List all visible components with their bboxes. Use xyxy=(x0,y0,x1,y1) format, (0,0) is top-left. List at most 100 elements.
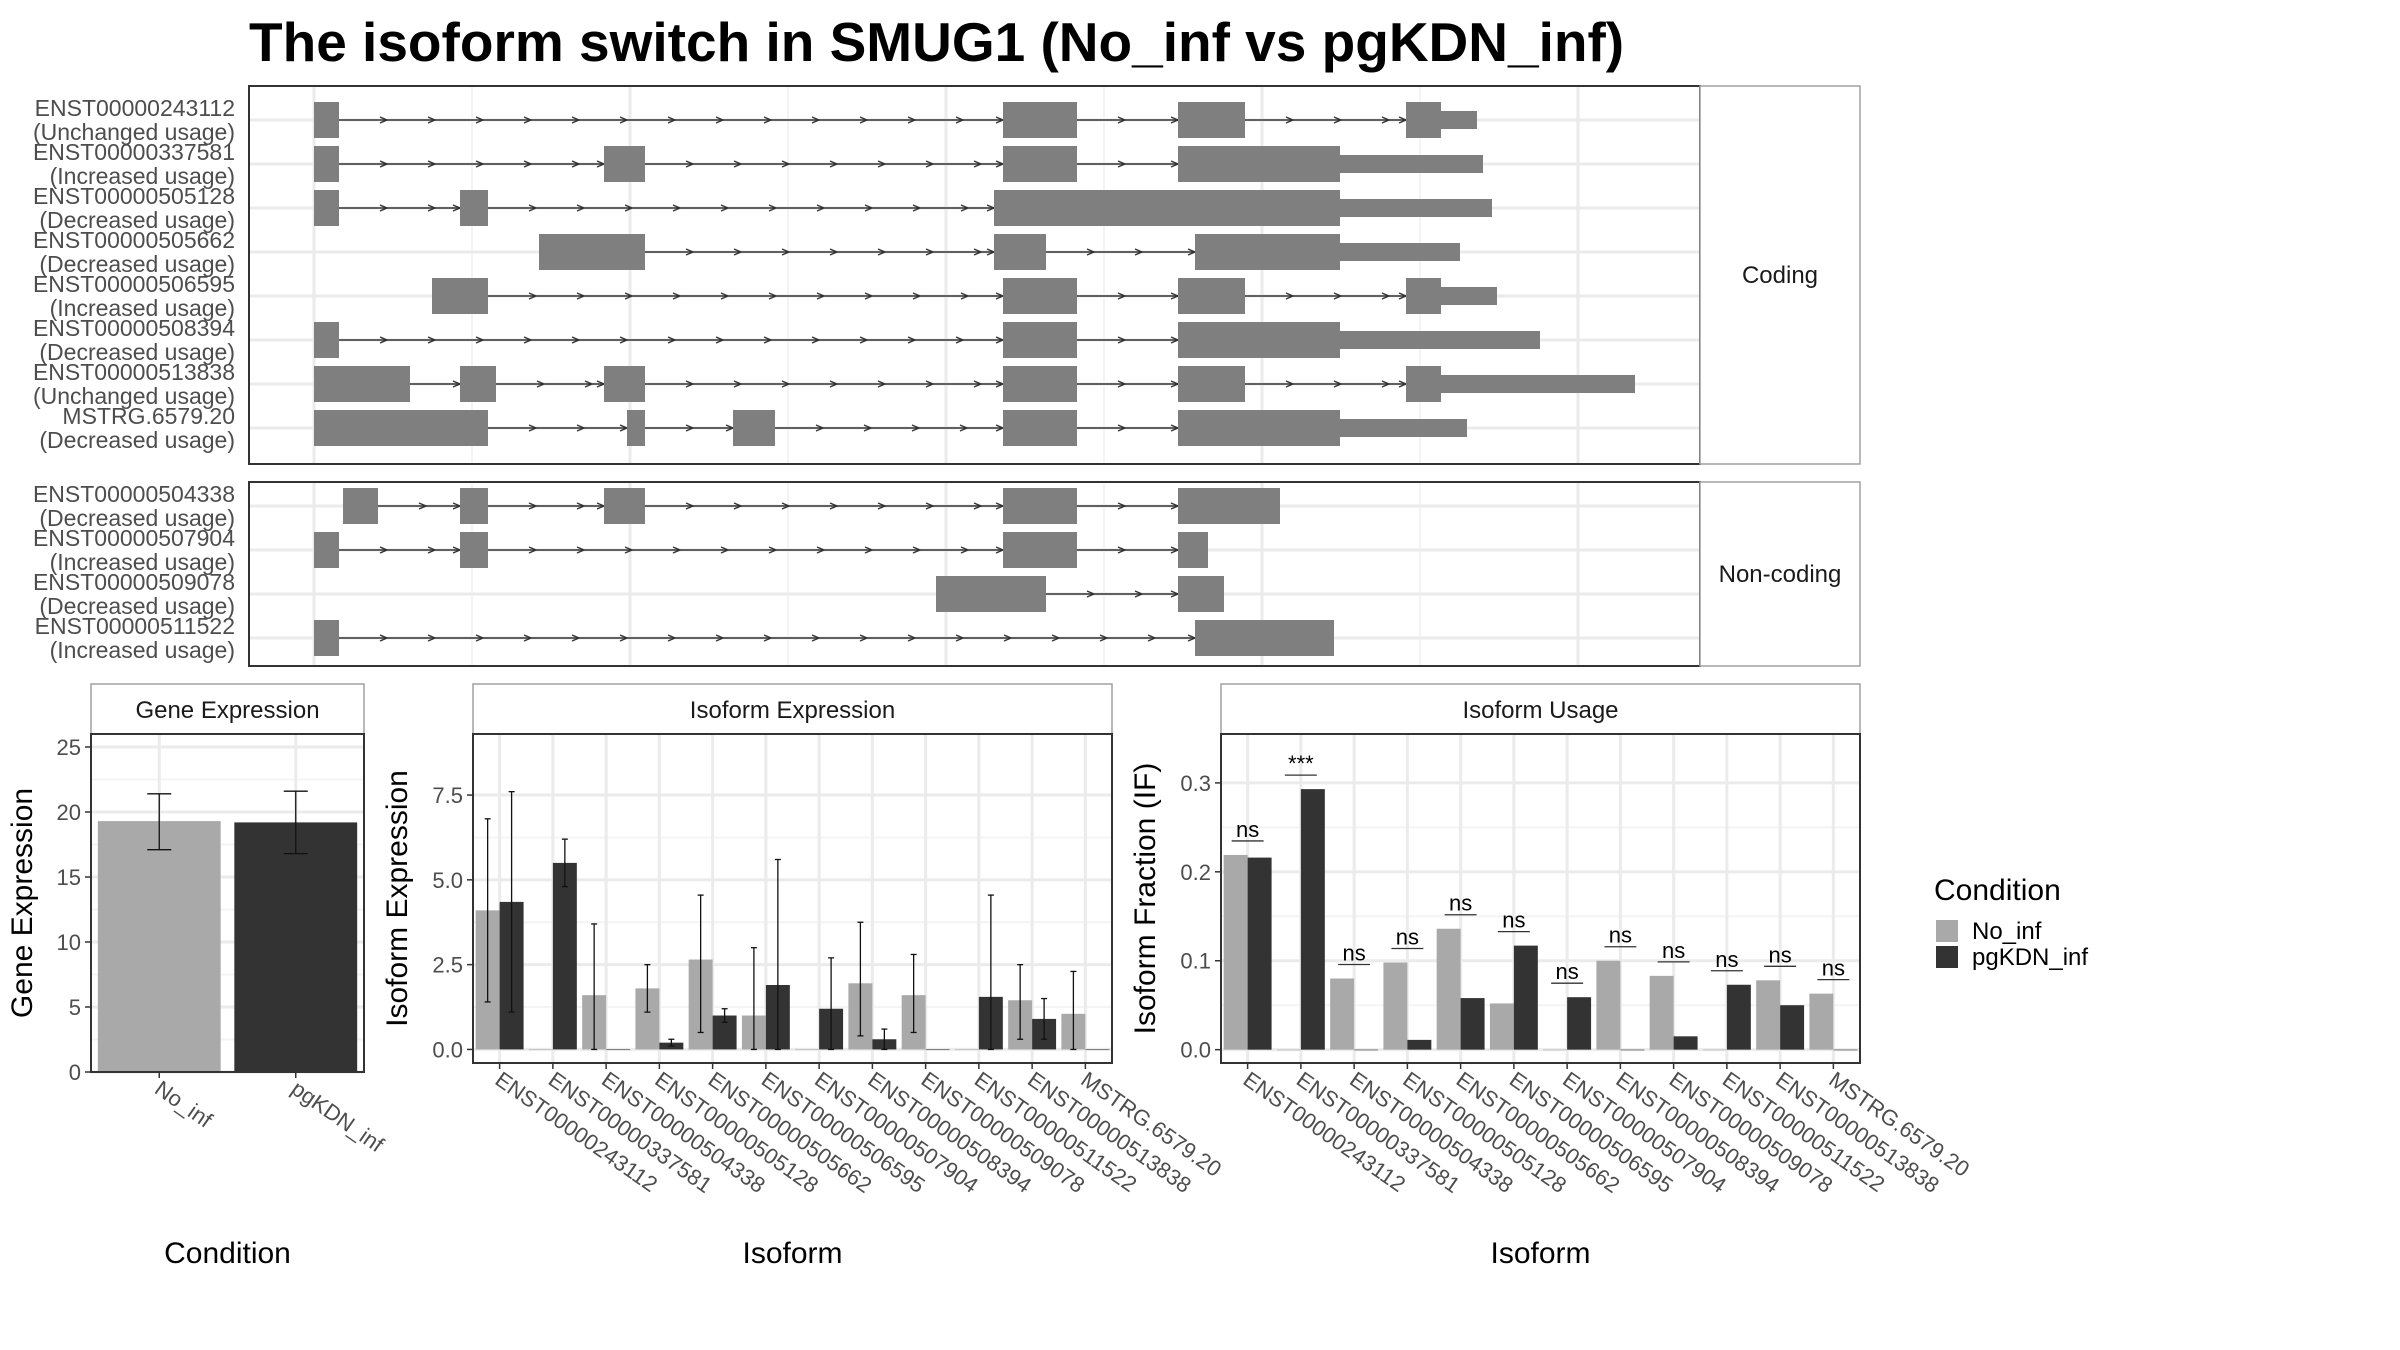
data-bar xyxy=(1223,854,1248,1050)
exon-block xyxy=(1340,243,1460,261)
intron-direction-arrow xyxy=(925,380,935,388)
x-axis-title: Isoform xyxy=(742,1237,842,1270)
legend-swatch xyxy=(1936,946,1958,968)
intron-direction-arrow xyxy=(685,248,695,256)
intron-direction-arrow xyxy=(715,634,725,642)
exon-block xyxy=(1441,111,1477,129)
intron-direction-arrow xyxy=(667,116,677,124)
intron-direction-arrow xyxy=(768,546,778,554)
panel-strip-label: Coding xyxy=(1742,262,1818,289)
y-tick-label: 5.0 xyxy=(432,868,463,893)
data-bar xyxy=(1330,978,1355,1050)
intron-direction-arrow xyxy=(528,424,538,432)
transcript-id-label: ENST00000513838 xyxy=(33,359,235,385)
significance-label: ns xyxy=(1822,956,1845,981)
y-tick-label: 0.3 xyxy=(1180,771,1211,796)
exon-block xyxy=(1003,410,1077,446)
significance-label: ns xyxy=(1715,947,1738,972)
transcript-usage-label: (Decreased usage) xyxy=(39,427,235,453)
data-bar xyxy=(234,822,358,1072)
legend-title: Condition xyxy=(1934,874,2061,907)
intron-direction-arrow xyxy=(672,292,682,300)
exon-block xyxy=(1195,234,1340,270)
exon-block xyxy=(1441,375,1635,393)
exon-block xyxy=(1003,146,1077,182)
panel-border xyxy=(1220,733,1861,1064)
data-bar xyxy=(954,1049,979,1051)
intron-direction-arrow xyxy=(1099,634,1109,642)
intron-direction-arrow xyxy=(619,336,629,344)
isoform-usage-panel: Isoform Usage ns *** ns ns ns ns ns ns ns ns ns ns 0.… xyxy=(1129,683,1974,1270)
intron-direction-arrow xyxy=(877,160,887,168)
y-tick-label: 0.0 xyxy=(1180,1038,1211,1063)
panel-background xyxy=(1221,734,1860,1063)
intron-direction-arrow xyxy=(1086,248,1096,256)
transcript-structure-panels: ENST00000243112(Unchanged usage)ENST0000… xyxy=(33,85,1861,667)
significance-label: ns xyxy=(1449,891,1472,916)
y-tick-label: 10 xyxy=(57,930,81,955)
intron-direction-arrow xyxy=(829,380,839,388)
intron-direction-arrow xyxy=(877,248,887,256)
x-axis-title: Condition xyxy=(164,1237,291,1270)
intron-direction-arrow xyxy=(1117,292,1127,300)
intron-direction-arrow xyxy=(523,336,533,344)
data-bar xyxy=(1300,789,1325,1050)
intron-direction-arrow xyxy=(685,424,695,432)
panel-strip-label: Isoform Usage xyxy=(1462,697,1618,724)
significance-label: ns xyxy=(1609,923,1632,948)
data-bar xyxy=(1407,1039,1432,1050)
intron-direction-arrow xyxy=(528,502,538,510)
exon-block xyxy=(1178,102,1245,138)
y-tick-label: 0 xyxy=(69,1060,81,1085)
exon-block xyxy=(460,190,488,226)
intron-direction-arrow xyxy=(768,204,778,212)
intron-direction-arrow xyxy=(475,336,485,344)
transcript-usage-label: (Decreased usage) xyxy=(39,505,235,531)
y-tick-label: 25 xyxy=(57,735,81,760)
intron-direction-arrow xyxy=(571,116,581,124)
significance-label: *** xyxy=(1288,751,1314,776)
intron-direction-arrow xyxy=(959,424,969,432)
panel-border xyxy=(90,733,365,1073)
panel-background xyxy=(249,86,1700,464)
exon-block xyxy=(1178,322,1340,358)
intron-direction-arrow xyxy=(667,634,677,642)
exon-block xyxy=(1340,155,1483,173)
exon-block xyxy=(432,278,488,314)
intron-direction-arrow xyxy=(672,204,682,212)
exon-block xyxy=(994,234,1046,270)
transcript-row: ENST00000505128(Decreased usage) xyxy=(33,183,1492,233)
isoform-expression-panel: Isoform Expression0.02.55.07.5ENST000002… xyxy=(381,683,1226,1270)
intron-direction-arrow xyxy=(960,292,970,300)
transcript-id-label: ENST00000509078 xyxy=(33,569,235,595)
transcript-usage-label: (Decreased usage) xyxy=(39,207,235,233)
transcript-row: ENST00000504338(Decreased usage) xyxy=(33,481,1280,531)
intron-direction-arrow xyxy=(864,204,874,212)
intron-direction-arrow xyxy=(733,380,743,388)
intron-direction-arrow xyxy=(781,160,791,168)
transcript-id-label: ENST00000243112 xyxy=(35,95,235,121)
intron-direction-arrow xyxy=(715,336,725,344)
exon-block xyxy=(314,102,339,138)
intron-direction-arrow xyxy=(733,160,743,168)
panel-strip xyxy=(472,683,1113,735)
intron-direction-arrow xyxy=(685,502,695,510)
transcript-row: ENST00000511522(Increased usage) xyxy=(35,613,1334,663)
intron-direction-arrow xyxy=(911,424,921,432)
y-tick-label: 0.1 xyxy=(1180,949,1211,974)
transcript-id-label: ENST00000504338 xyxy=(33,481,235,507)
transcript-row: ENST00000508394(Decreased usage) xyxy=(33,315,1540,365)
exon-block xyxy=(733,410,775,446)
data-bar xyxy=(1383,962,1408,1050)
transcript-row: ENST00000509078(Decreased usage) xyxy=(33,569,1224,619)
data-bar xyxy=(1436,928,1461,1050)
y-tick-label: 5 xyxy=(69,995,81,1020)
exon-block xyxy=(1178,576,1224,612)
exon-block xyxy=(604,146,645,182)
transcript-row: ENST00000507904(Increased usage) xyxy=(33,525,1208,575)
transcript-row: ENST00000337581(Increased usage) xyxy=(33,139,1483,189)
intron-direction-arrow xyxy=(912,546,922,554)
intron-direction-arrow xyxy=(1381,380,1391,388)
